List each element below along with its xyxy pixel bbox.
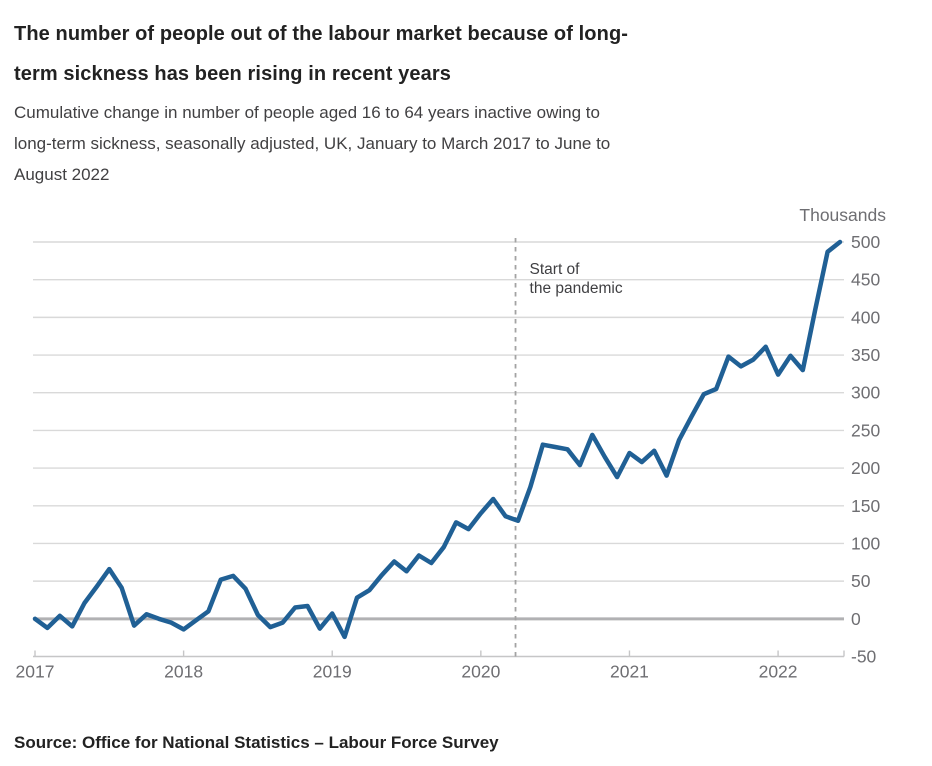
pandemic-annotation-line2: the pandemic [530, 280, 623, 297]
y-tick-label: 150 [851, 496, 880, 516]
x-tick-label: 2019 [313, 662, 352, 682]
y-tick-label: 250 [851, 420, 880, 440]
chart-title-line1: The number of people out of the labour m… [14, 23, 629, 46]
y-tick-label: 0 [851, 609, 861, 629]
chart-subtitle-line2: long-term sickness, seasonally adjusted,… [14, 134, 611, 153]
y-tick-label: 500 [851, 232, 880, 252]
y-tick-label: 400 [851, 307, 880, 327]
x-tick-label: 2021 [610, 662, 649, 682]
chart-subtitle-line1: Cumulative change in number of people ag… [14, 103, 600, 122]
y-tick-label: -50 [851, 647, 877, 667]
y-tick-label: 350 [851, 345, 880, 365]
y-axis-unit-label: Thousands [799, 205, 886, 225]
x-tick-label: 2022 [759, 662, 798, 682]
y-tick-label: 300 [851, 383, 880, 403]
y-tick-label: 450 [851, 270, 880, 290]
source-note: Source: Office for National Statistics –… [14, 733, 499, 752]
chart-title-line2: term sickness has been rising in recent … [14, 63, 451, 86]
x-tick-label: 2017 [16, 662, 55, 682]
chart-subtitle: Cumulative change in number of people ag… [14, 97, 774, 190]
y-tick-label: 200 [851, 458, 880, 478]
y-tick-label: 100 [851, 533, 880, 553]
chart-title: The number of people out of the labour m… [14, 14, 814, 94]
pandemic-annotation-line1: Start of [530, 261, 581, 278]
y-tick-label: 50 [851, 571, 871, 591]
x-tick-label: 2018 [164, 662, 203, 682]
data-line-long-term-sickness [32, 239, 843, 640]
chart-subtitle-line3: August 2022 [14, 165, 110, 184]
x-tick-label: 2020 [461, 662, 500, 682]
